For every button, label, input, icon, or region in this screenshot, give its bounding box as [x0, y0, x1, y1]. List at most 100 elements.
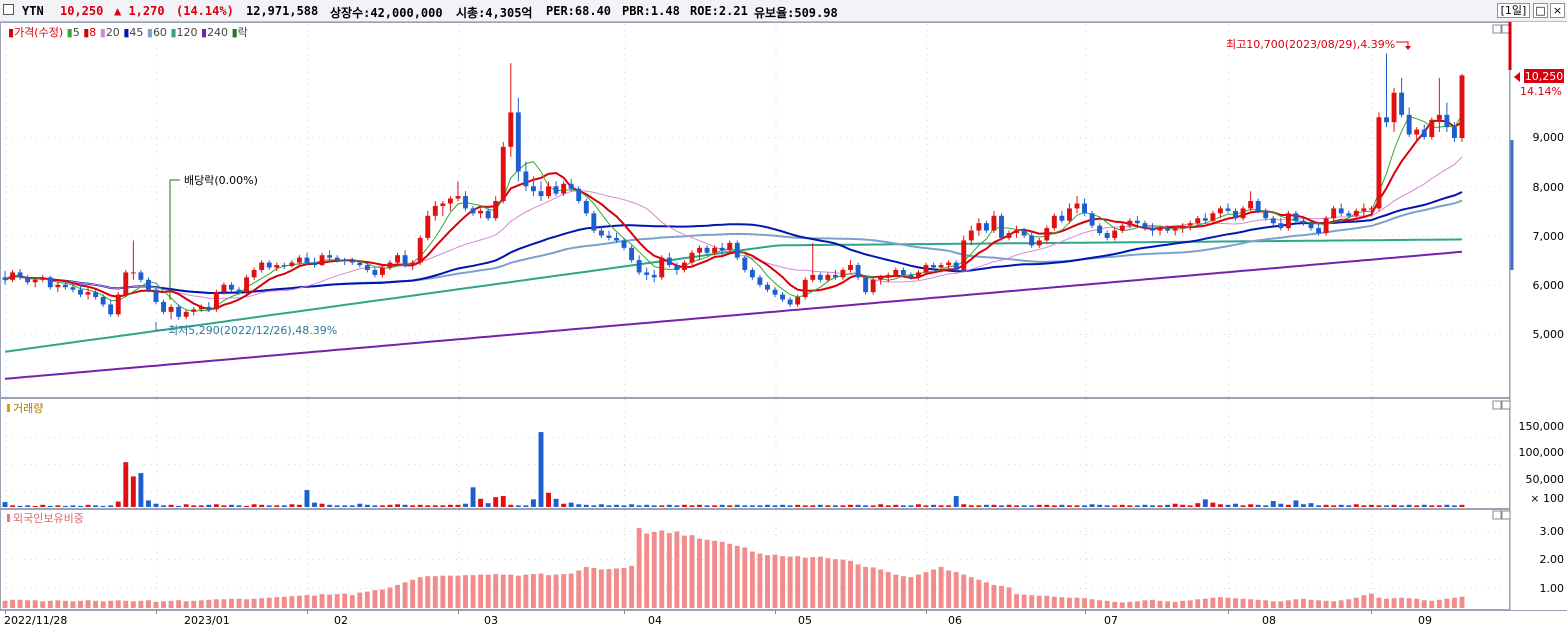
grid-line [1085, 447, 1087, 448]
grid-line [458, 42, 460, 43]
candle-body [123, 272, 129, 295]
grid-line [775, 399, 777, 400]
grid-line [1085, 288, 1087, 289]
grid-line [1371, 330, 1373, 331]
volume-bar [402, 504, 408, 507]
volume-bar [470, 487, 476, 507]
grid-line [1228, 366, 1230, 367]
grid-line [307, 54, 309, 55]
foreign-bar [1134, 601, 1140, 608]
grid-line [5, 342, 7, 343]
grid-line [775, 156, 777, 157]
foreign-bar [583, 566, 589, 608]
candle-body [810, 274, 816, 280]
foreign-panel-title: 외국인보유비중 [13, 512, 84, 525]
volume-bar [70, 505, 76, 507]
grid-line [1085, 36, 1087, 37]
candle-body [463, 196, 468, 209]
grid-line [5, 390, 7, 391]
grid-line [5, 294, 7, 295]
candle-body [991, 215, 997, 231]
grid-line [156, 378, 158, 379]
volume-bar [1233, 503, 1238, 507]
window-checkbox[interactable] [3, 4, 14, 15]
grid-line [458, 24, 460, 25]
grid-line [156, 489, 158, 490]
candle-body [229, 284, 234, 290]
grid-line [1228, 198, 1230, 199]
candle-body [719, 247, 725, 251]
volume-bar [1157, 505, 1163, 507]
grid-line [1371, 288, 1373, 289]
stock-chart[interactable]: ▮가격(수정) ▮5 ▮8 ▮20 ▮45 ▮60 ▮120 ▮240 ▮락 거… [0, 22, 1567, 630]
grid-line [458, 252, 460, 253]
grid-line [1228, 174, 1230, 175]
grid-line [926, 294, 928, 295]
grid-line [458, 162, 460, 163]
foreign-bar [55, 600, 61, 608]
grid-line [156, 582, 158, 583]
volume-bar [417, 504, 423, 507]
grid-line [5, 594, 7, 595]
grid-line [307, 558, 309, 559]
grid-line [1085, 300, 1087, 301]
grid-line [156, 126, 158, 127]
grid-line [458, 234, 460, 235]
grid-line [1371, 447, 1373, 448]
foreign-bars [2, 527, 1465, 608]
grid-line [624, 90, 626, 91]
volume-bar [168, 504, 174, 507]
grid-line [5, 36, 7, 37]
candle-body [485, 210, 491, 219]
legend-marker: ▮ [8, 26, 14, 39]
foreign-bar [213, 599, 219, 608]
volume-bar [508, 504, 514, 507]
candle-body [568, 183, 574, 189]
period-button[interactable]: [1일] [1497, 3, 1530, 18]
candle-body [213, 292, 219, 310]
grid-line [624, 156, 626, 157]
grid-line [926, 483, 928, 484]
grid-line [1085, 234, 1087, 235]
grid-line [624, 507, 626, 508]
candle-body [470, 208, 476, 214]
grid-line [926, 324, 928, 325]
legend-marker: ▮ [100, 26, 106, 39]
grid-line [1371, 84, 1373, 85]
grid-line [307, 366, 309, 367]
grid-line [775, 417, 777, 418]
candle-body [1142, 223, 1148, 229]
grid-line [624, 108, 626, 109]
candle-body [780, 294, 786, 300]
panel-controls[interactable] [1492, 24, 1511, 520]
volume-bar [1225, 504, 1231, 507]
grid-line [926, 264, 928, 265]
grid-line [775, 306, 777, 307]
grid-line [5, 60, 7, 61]
grid-line [1085, 330, 1087, 331]
grid-line [156, 465, 158, 466]
grid-line [307, 336, 309, 337]
grid-line [926, 528, 928, 529]
foreign-bar [1270, 601, 1276, 608]
candle-body [916, 272, 921, 278]
grid-line [156, 240, 158, 241]
foreign-bar [10, 599, 16, 608]
grid-line [5, 510, 7, 511]
candle-body [863, 277, 869, 293]
grid-line [926, 30, 928, 31]
grid-line [307, 156, 309, 157]
grid-line [307, 24, 309, 25]
grid-line [458, 48, 460, 49]
restore-button[interactable]: □ [1533, 3, 1548, 18]
close-button[interactable]: × [1550, 3, 1565, 18]
grid-line [1371, 477, 1373, 478]
candle-body [1074, 203, 1080, 209]
foreign-bar [478, 574, 484, 608]
grid-line [775, 330, 777, 331]
candle-body [493, 201, 499, 219]
candle-body [244, 277, 250, 293]
grid-line [775, 282, 777, 283]
grid-line [307, 90, 309, 91]
candle-body [644, 272, 650, 275]
